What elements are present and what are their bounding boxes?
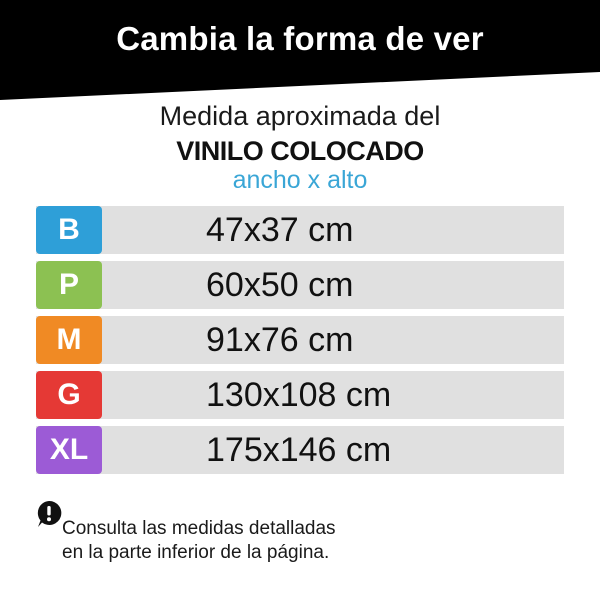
size-row-m: M 91x76 cm bbox=[36, 316, 564, 371]
note-text-line2: en la parte inferior de la página. bbox=[62, 542, 330, 563]
size-row-p: P 60x50 cm bbox=[36, 261, 564, 316]
size-value: 91x76 cm bbox=[206, 320, 354, 359]
row-background bbox=[36, 206, 564, 254]
size-badge: M bbox=[36, 316, 102, 364]
row-background bbox=[36, 371, 564, 419]
size-row-xl: XL 175x146 cm bbox=[36, 426, 564, 481]
size-value: 47x37 cm bbox=[206, 210, 354, 249]
note-text-line1: Consulta las medidas detalladas bbox=[62, 518, 336, 539]
subtitle-dimensions-hint: ancho x alto bbox=[232, 166, 368, 194]
size-row-g: G 130x108 cm bbox=[36, 371, 564, 426]
size-badge: B bbox=[36, 206, 102, 254]
size-value: 175x146 cm bbox=[206, 430, 392, 469]
info-note: Consulta las medidas detalladas en la pa… bbox=[36, 500, 576, 570]
size-table: B 47x37 cm P 60x50 cm M 91x76 cm G 130x1… bbox=[36, 206, 564, 481]
size-badge: XL bbox=[36, 426, 102, 474]
size-value: 130x108 cm bbox=[206, 375, 392, 414]
subtitle-intro: Medida aproximada del bbox=[159, 101, 441, 131]
row-background bbox=[36, 426, 564, 474]
size-badge: P bbox=[36, 261, 102, 309]
row-background bbox=[36, 316, 564, 364]
size-badge: G bbox=[36, 371, 102, 419]
size-value: 60x50 cm bbox=[206, 265, 354, 304]
size-row-b: B 47x37 cm bbox=[36, 206, 564, 261]
info-icon bbox=[37, 500, 62, 527]
row-background bbox=[36, 261, 564, 309]
header-title: Cambia la forma de ver bbox=[116, 20, 484, 57]
subtitle-product: VINILO COLOCADO bbox=[176, 136, 424, 166]
